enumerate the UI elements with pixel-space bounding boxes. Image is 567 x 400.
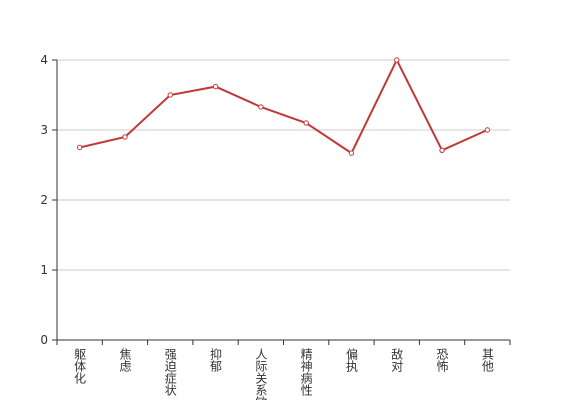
x-tick-label: 敌对 <box>390 347 404 372</box>
x-tick-label: 恐怖 <box>435 348 449 372</box>
y-tick-label: 2 <box>40 193 48 207</box>
point <box>258 104 264 110</box>
y-tick-label: 1 <box>40 263 48 277</box>
point <box>303 120 309 126</box>
point <box>348 150 355 156</box>
point <box>76 144 83 151</box>
x-tick-label: 人际关系敏感 <box>254 348 268 400</box>
x-tick-label: 偏执 <box>344 347 358 373</box>
x-tick-label: 躯体化 <box>73 347 87 385</box>
y-tick-label: 0 <box>40 333 48 347</box>
x-tick-label: 精神病性 <box>299 348 313 397</box>
point <box>439 147 445 154</box>
point <box>484 127 491 133</box>
point <box>167 92 173 98</box>
point <box>212 83 219 90</box>
x-tick-label: 焦虑 <box>118 348 132 372</box>
y-tick-label: 3 <box>40 123 48 137</box>
x-tick-label: 强迫症状 <box>163 348 177 396</box>
point <box>394 57 400 63</box>
x-tick-label: 抑郁 <box>209 347 223 373</box>
line <box>79 57 488 155</box>
x-tick-label: 其他 <box>480 348 494 372</box>
point <box>122 134 128 140</box>
y-tick-label: 4 <box>40 53 48 67</box>
